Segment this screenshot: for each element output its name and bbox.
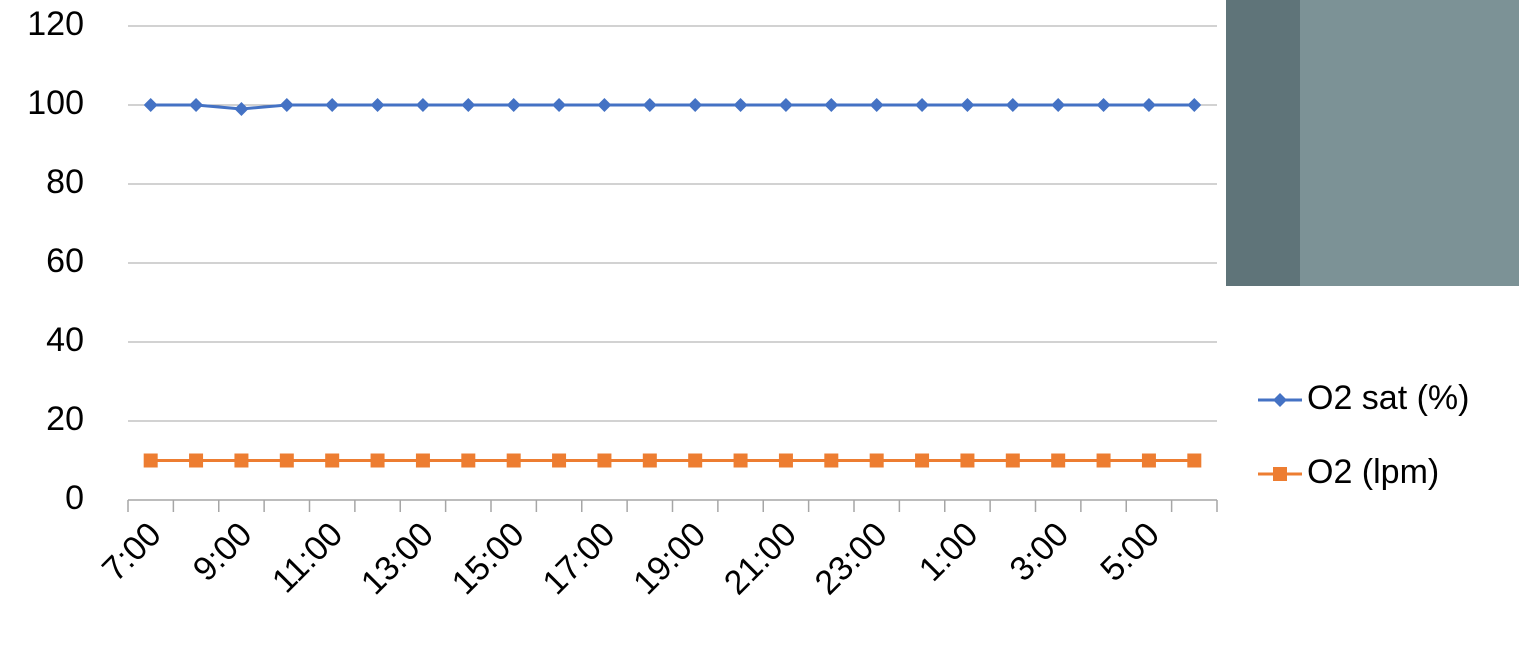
series-line bbox=[150, 103, 1195, 111]
marker bbox=[552, 98, 567, 112]
x-tick-label: 21:00 bbox=[717, 515, 804, 602]
y-tick-label: 0 bbox=[65, 479, 84, 517]
marker bbox=[1051, 98, 1066, 112]
x-tick-label: 5:00 bbox=[1093, 515, 1167, 589]
x-tick-label: 17:00 bbox=[535, 515, 622, 602]
x-tick-label: 19:00 bbox=[626, 515, 713, 602]
marker bbox=[1141, 98, 1156, 112]
marker bbox=[960, 98, 975, 112]
marker bbox=[688, 98, 703, 112]
marker bbox=[733, 98, 748, 112]
marker bbox=[1273, 467, 1287, 481]
y-tick-label: 20 bbox=[46, 400, 84, 438]
marker bbox=[915, 98, 930, 112]
marker bbox=[325, 453, 340, 468]
marker bbox=[506, 98, 521, 112]
marker bbox=[234, 453, 249, 468]
x-tick-label: 13:00 bbox=[354, 515, 441, 602]
marker bbox=[642, 98, 657, 112]
legend-label: O2 (lpm) bbox=[1307, 453, 1439, 491]
x-tick-label: 7:00 bbox=[95, 515, 169, 589]
marker bbox=[1187, 98, 1202, 112]
x-tick-label: 1:00 bbox=[912, 515, 986, 589]
x-tick-label: 23:00 bbox=[808, 515, 895, 602]
marker bbox=[688, 453, 703, 468]
marker bbox=[415, 453, 430, 468]
marker bbox=[1141, 453, 1156, 468]
marker bbox=[415, 98, 430, 112]
marker bbox=[869, 98, 884, 112]
marker bbox=[189, 98, 204, 112]
legend-label: O2 sat (%) bbox=[1307, 379, 1469, 417]
marker bbox=[642, 453, 657, 468]
marker bbox=[325, 98, 340, 112]
marker bbox=[552, 453, 567, 468]
marker bbox=[234, 101, 249, 116]
marker bbox=[1051, 453, 1066, 468]
marker bbox=[824, 453, 839, 468]
marker bbox=[143, 98, 158, 112]
y-tick-label: 60 bbox=[46, 242, 84, 280]
marker bbox=[733, 453, 748, 468]
marker bbox=[1005, 98, 1020, 112]
y-tick-label: 120 bbox=[27, 5, 84, 43]
marker bbox=[960, 453, 975, 468]
marker bbox=[597, 98, 612, 112]
x-tick-label: 9:00 bbox=[186, 515, 260, 589]
marker bbox=[869, 453, 884, 468]
marker bbox=[778, 453, 793, 468]
x-tick-label: 11:00 bbox=[265, 515, 350, 600]
marker bbox=[915, 453, 930, 468]
y-tick-label: 100 bbox=[27, 84, 84, 122]
marker bbox=[1273, 393, 1287, 407]
y-tick-label: 40 bbox=[46, 321, 84, 359]
x-tick-label: 15:00 bbox=[445, 515, 532, 602]
marker bbox=[1187, 453, 1202, 468]
marker bbox=[461, 98, 476, 112]
marker bbox=[1096, 98, 1111, 112]
marker bbox=[1096, 453, 1111, 468]
marker bbox=[189, 453, 204, 468]
marker bbox=[778, 98, 793, 112]
marker bbox=[279, 98, 294, 112]
y-tick-label: 80 bbox=[46, 163, 84, 201]
marker bbox=[1005, 453, 1020, 468]
marker bbox=[506, 453, 521, 468]
photo-detail bbox=[1300, 0, 1519, 286]
marker bbox=[824, 98, 839, 112]
marker bbox=[370, 98, 385, 112]
marker bbox=[461, 453, 476, 468]
x-tick-label: 3:00 bbox=[1003, 515, 1077, 589]
marker bbox=[370, 453, 385, 468]
marker bbox=[143, 453, 158, 468]
marker bbox=[279, 453, 294, 468]
marker bbox=[597, 453, 612, 468]
